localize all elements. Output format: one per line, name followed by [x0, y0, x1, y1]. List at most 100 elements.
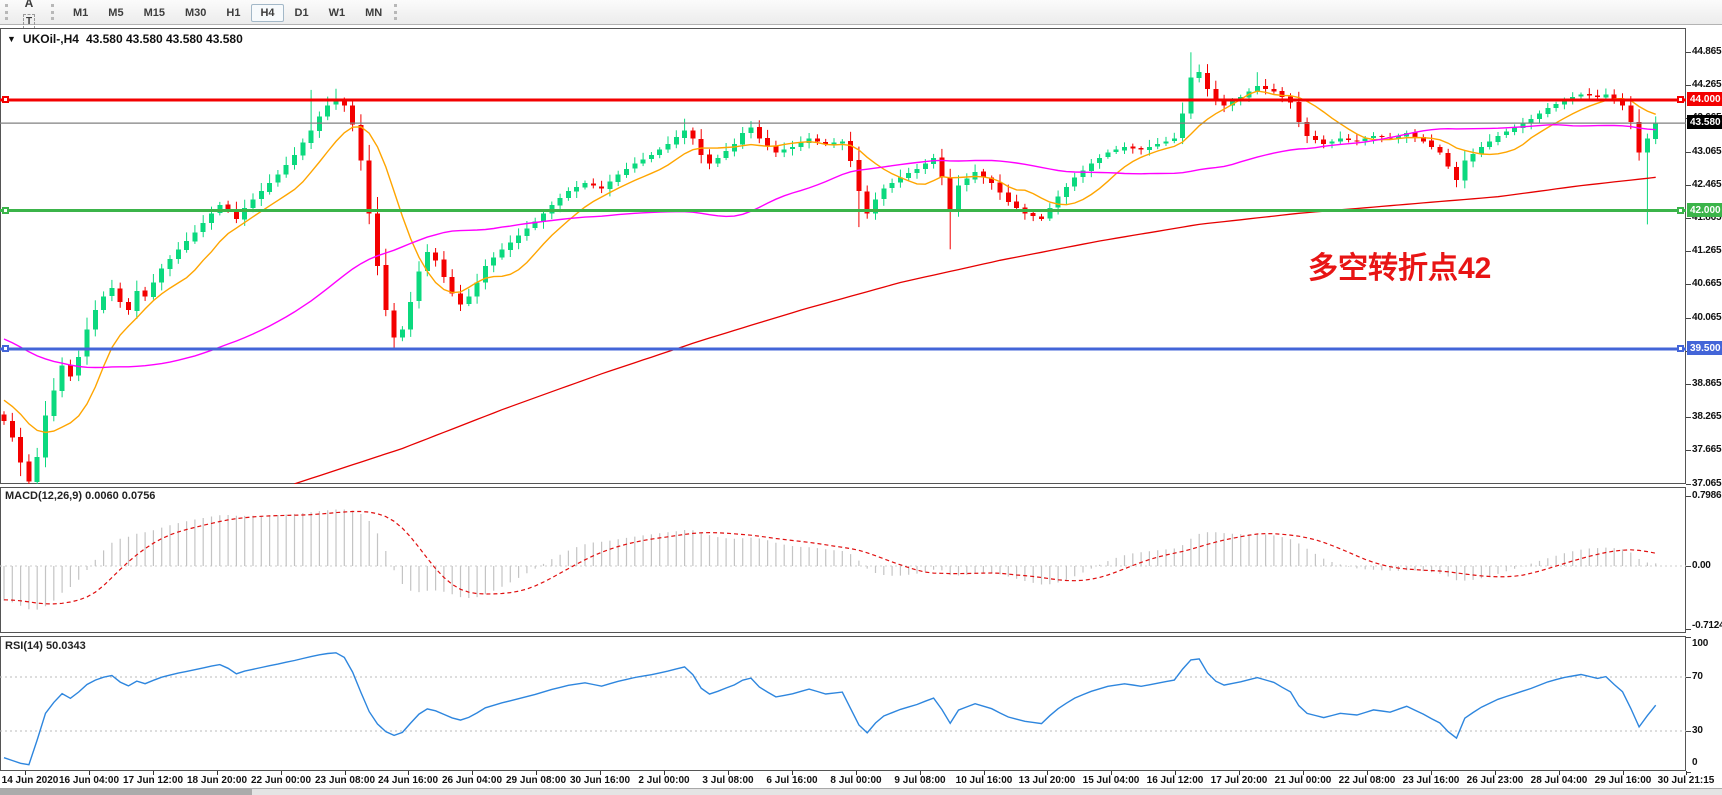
- time-tick-mark: [792, 771, 793, 775]
- price-tick-label: 41.265: [1692, 245, 1722, 256]
- symbol-period-label: UKOil-,H4: [22, 32, 79, 46]
- annotation-text[interactable]: 多空转折点42: [1308, 252, 1492, 285]
- time-axis-label: 26 Jul 23:00: [1466, 775, 1524, 786]
- toolbar-grip[interactable]: [5, 4, 13, 20]
- price-tick-label: 43.065: [1692, 146, 1722, 157]
- timeframe-button-m30[interactable]: M30: [184, 7, 207, 19]
- price-level-label: 44.000: [1687, 92, 1722, 106]
- rsi-tick-mark: [1686, 731, 1691, 732]
- timeframe-button-m15[interactable]: M15: [143, 7, 165, 19]
- time-tick-mark: [217, 771, 218, 775]
- price-tick-label: 37.065: [1692, 478, 1722, 489]
- time-axis-label: 6 Jul 16:00: [766, 775, 818, 786]
- scrollbar-thumb[interactable]: [0, 789, 252, 795]
- price-level-label: 43.580: [1687, 115, 1722, 129]
- macd-panel-canvas[interactable]: [0, 487, 1686, 633]
- toolbar-grip[interactable]: [51, 4, 59, 20]
- price-tick-label: 38.865: [1692, 378, 1722, 389]
- time-tick-mark: [1431, 771, 1432, 775]
- time-tick-mark: [1495, 771, 1496, 775]
- text-tool-icon[interactable]: A: [24, 0, 34, 10]
- price-tick-label: 40.665: [1692, 278, 1722, 289]
- time-axis-label: 17 Jun 12:00: [122, 775, 184, 786]
- time-axis-label: 29 Jul 16:00: [1594, 775, 1652, 786]
- rsi-tick-mark: [1686, 677, 1691, 678]
- time-tick-mark: [1686, 771, 1687, 775]
- price-tick-mark: [1686, 152, 1691, 153]
- macd-tick-label: 0.00: [1692, 560, 1711, 571]
- time-tick-mark: [25, 771, 26, 775]
- price-tick-mark: [1686, 450, 1691, 451]
- price-level-label: 42.000: [1687, 203, 1722, 217]
- price-tick-label: 37.665: [1692, 444, 1722, 455]
- rsi-tick-mark: [1686, 637, 1691, 638]
- time-axis-label: 16 Jul 12:00: [1146, 775, 1204, 786]
- price-tick-label: 44.865: [1692, 46, 1722, 57]
- line-handle-right[interactable]: [1677, 96, 1684, 103]
- price-tick-label: 41.865: [1692, 212, 1722, 223]
- time-tick-mark: [536, 771, 537, 775]
- rsi-panel-canvas[interactable]: [0, 636, 1686, 771]
- price-tick-mark: [1686, 251, 1691, 252]
- time-tick-mark: [984, 771, 985, 775]
- line-handle-left[interactable]: [2, 207, 9, 214]
- rsi-indicator-label: RSI(14) 50.0343: [5, 640, 86, 652]
- divider: [0, 788, 1722, 789]
- time-tick-mark: [281, 771, 282, 775]
- time-tick-mark: [345, 771, 346, 775]
- line-handle-left[interactable]: [2, 345, 9, 352]
- time-axis-label: 3 Jul 08:00: [702, 775, 754, 786]
- time-axis-label: 28 Jul 04:00: [1530, 775, 1588, 786]
- line-handle-right[interactable]: [1677, 207, 1684, 214]
- timeframe-button-m5[interactable]: M5: [108, 7, 124, 19]
- time-axis-label: 30 Jun 16:00: [569, 775, 631, 786]
- price-tick-label: 44.265: [1692, 79, 1722, 90]
- time-axis-label: 10 Jul 16:00: [955, 775, 1013, 786]
- time-axis-label: 24 Jun 16:00: [377, 775, 439, 786]
- rsi-tick-mark: [1686, 772, 1691, 773]
- time-axis-label: 22 Jun 00:00: [250, 775, 312, 786]
- chart-menu-arrow-icon[interactable]: ▼: [7, 34, 16, 44]
- macd-tick-mark: [1686, 566, 1691, 567]
- time-tick-mark: [600, 771, 601, 775]
- macd-indicator-label: MACD(12,26,9) 0.0060 0.0756: [5, 490, 156, 502]
- price-tick-mark: [1686, 218, 1691, 219]
- timeframe-group: M1 M5 M15 M30 H1 H4 D1 W1 MN: [63, 3, 392, 22]
- timeframe-button-mn[interactable]: MN: [365, 7, 383, 19]
- timeframe-button-m1[interactable]: M1: [73, 7, 89, 19]
- line-handle-left[interactable]: [2, 96, 9, 103]
- time-tick-mark: [664, 771, 665, 775]
- time-tick-mark: [1559, 771, 1560, 775]
- price-level-label: 39.500: [1687, 341, 1722, 355]
- rsi-tick-label: 100: [1692, 638, 1709, 649]
- time-tick-mark: [1623, 771, 1624, 775]
- bottom-scrollbar[interactable]: [0, 789, 1722, 795]
- rsi-tick-label: 70: [1692, 671, 1703, 682]
- price-tick-mark: [1686, 417, 1691, 418]
- price-tick-label: 40.065: [1692, 312, 1722, 323]
- timeframe-button-d1[interactable]: D1: [294, 7, 309, 19]
- price-tick-mark: [1686, 384, 1691, 385]
- timeframe-button-w1[interactable]: W1: [328, 7, 346, 19]
- time-tick-mark: [1111, 771, 1112, 775]
- main-chart-canvas[interactable]: [0, 28, 1686, 484]
- price-tick-mark: [1686, 284, 1691, 285]
- rsi-tick-label: 30: [1692, 725, 1703, 736]
- toolbar-grip[interactable]: [394, 4, 402, 20]
- time-axis-label: 22 Jul 08:00: [1338, 775, 1396, 786]
- time-axis-label: 26 Jun 04:00: [441, 775, 503, 786]
- time-axis[interactable]: [0, 771, 1722, 788]
- price-tick-mark: [1686, 484, 1691, 485]
- time-axis-label: 14 Jun 2020: [1, 775, 59, 786]
- time-axis-label: 18 Jun 20:00: [186, 775, 248, 786]
- timeframe-button-h1[interactable]: H1: [226, 7, 241, 19]
- time-tick-mark: [153, 771, 154, 775]
- chart-title: ▼ UKOil-,H4 43.580 43.580 43.580 43.580: [7, 32, 243, 46]
- time-axis-label: 29 Jun 08:00: [505, 775, 567, 786]
- timeframe-button-h4[interactable]: H4: [251, 4, 284, 22]
- time-tick-mark: [728, 771, 729, 775]
- time-axis-label: 30 Jul 21:15: [1657, 775, 1715, 786]
- line-handle-right[interactable]: [1677, 345, 1684, 352]
- macd-tick-label: 0.7986: [1692, 490, 1722, 501]
